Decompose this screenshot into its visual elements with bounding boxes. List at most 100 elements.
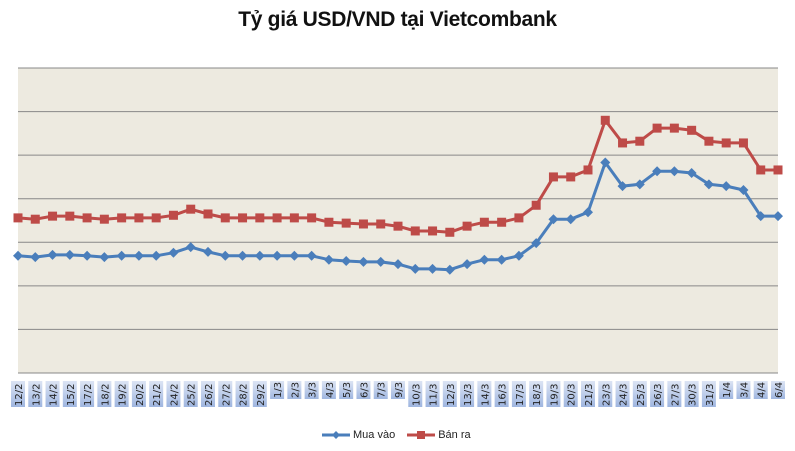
data-point-marker xyxy=(566,172,576,182)
data-point-marker xyxy=(323,254,334,265)
x-tick-label: 1/4 xyxy=(722,382,733,398)
x-tick-label: 2/3 xyxy=(290,382,301,398)
tick-label-bg xyxy=(131,381,146,407)
x-tick-label: 6/3 xyxy=(359,382,370,398)
data-point-marker xyxy=(116,250,127,261)
data-point-marker xyxy=(652,123,662,133)
tick-label-bg xyxy=(753,381,768,399)
data-point-marker xyxy=(634,179,645,190)
data-point-marker xyxy=(565,214,576,225)
data-point-marker xyxy=(47,249,58,260)
data-point-marker xyxy=(513,250,524,261)
x-tick-label: 25/2 xyxy=(187,384,198,406)
data-point-marker xyxy=(168,210,178,220)
data-point-marker xyxy=(393,259,403,270)
data-point-marker xyxy=(237,250,248,261)
x-tick-label: 14/3 xyxy=(480,384,491,406)
x-tick-label: 10/3 xyxy=(411,384,422,406)
data-point-marker xyxy=(444,264,455,275)
tick-label-bg xyxy=(356,381,371,399)
tick-label-bg xyxy=(97,381,112,407)
x-tick-label: 12/2 xyxy=(14,384,25,406)
x-tick-label: 23/3 xyxy=(601,384,612,406)
data-point-marker xyxy=(151,250,162,261)
data-point-marker xyxy=(151,213,161,223)
data-point-marker xyxy=(427,263,438,274)
tick-label-bg xyxy=(771,381,785,399)
data-point-marker xyxy=(445,227,455,237)
data-point-marker xyxy=(30,214,40,224)
x-tick-label: 6/4 xyxy=(774,382,785,398)
data-point-marker xyxy=(99,214,109,224)
data-point-marker xyxy=(583,207,593,218)
data-point-marker xyxy=(618,138,628,148)
tick-label-bg xyxy=(667,381,682,407)
tick-label-bg xyxy=(11,381,25,407)
tick-label-bg xyxy=(460,381,475,407)
tick-label-bg xyxy=(321,381,336,399)
data-point-marker xyxy=(583,165,593,175)
data-point-marker xyxy=(635,136,645,146)
data-point-marker xyxy=(617,181,628,192)
x-tick-label: 21/3 xyxy=(584,384,595,406)
tick-label-bg xyxy=(529,381,544,407)
tick-label-bg xyxy=(650,381,665,407)
legend-label-mua-vao: Mua vào xyxy=(353,429,396,441)
data-point-marker xyxy=(341,256,352,267)
x-tick-label: 27/2 xyxy=(221,384,232,406)
legend: Mua vào Bán ra xyxy=(322,429,483,441)
legend-label-ban-ra: Bán ra xyxy=(438,429,471,441)
data-point-marker xyxy=(652,166,663,177)
tick-label-bg xyxy=(28,381,43,407)
legend-diamond-icon xyxy=(322,431,350,439)
tick-label-bg xyxy=(581,381,595,407)
x-tick-label: 20/2 xyxy=(135,384,146,406)
data-point-marker xyxy=(220,213,230,223)
data-point-marker xyxy=(238,213,248,223)
data-point-marker xyxy=(272,213,282,223)
tick-label-bg xyxy=(615,381,630,407)
plot-area xyxy=(18,68,778,373)
data-point-marker xyxy=(117,213,127,223)
data-point-marker xyxy=(185,242,196,253)
data-point-marker xyxy=(64,249,75,260)
tick-label-bg xyxy=(425,381,440,407)
data-point-marker xyxy=(462,221,472,231)
x-tick-label: 14/2 xyxy=(49,384,60,406)
data-point-marker xyxy=(48,211,58,221)
data-point-marker xyxy=(410,226,420,236)
tick-label-bg xyxy=(511,381,526,407)
x-tick-label: 18/3 xyxy=(532,384,543,406)
tick-label-bg xyxy=(166,381,181,407)
tick-label-bg xyxy=(632,381,647,407)
data-point-marker xyxy=(358,256,369,267)
x-tick-label: 11/3 xyxy=(429,384,440,406)
x-tick-label: 20/3 xyxy=(567,384,578,406)
data-point-marker xyxy=(99,252,110,263)
tick-label-bg xyxy=(183,381,198,407)
data-point-marker xyxy=(738,185,749,195)
data-point-marker xyxy=(307,213,317,223)
data-point-marker xyxy=(686,168,697,179)
tick-label-bg xyxy=(391,381,405,399)
tick-label-bg xyxy=(736,381,751,399)
x-tick-label: 16/3 xyxy=(498,384,509,406)
data-point-marker xyxy=(203,209,213,219)
data-point-marker xyxy=(341,218,351,228)
x-axis-tick-labels: 12/2 13/2 14/2 15/2 17/2 18/2 19/2 20/2 21/2 24/2… xyxy=(11,381,785,407)
data-point-marker xyxy=(272,250,283,261)
tick-label-bg xyxy=(201,381,215,407)
tick-label-bg xyxy=(270,381,285,399)
x-tick-label: 1/3 xyxy=(273,382,284,398)
tick-label-bg xyxy=(218,381,233,407)
x-tick-label: 19/3 xyxy=(549,384,560,406)
tick-label-bg xyxy=(235,381,250,407)
data-point-marker xyxy=(773,211,783,222)
tick-label-bg xyxy=(62,381,77,407)
data-point-marker xyxy=(773,165,783,175)
x-tick-label: 27/3 xyxy=(670,384,681,406)
x-tick-label: 9/3 xyxy=(394,382,405,398)
tick-label-bg xyxy=(408,381,423,407)
x-tick-label: 21/2 xyxy=(152,384,163,406)
data-point-marker xyxy=(704,136,714,146)
